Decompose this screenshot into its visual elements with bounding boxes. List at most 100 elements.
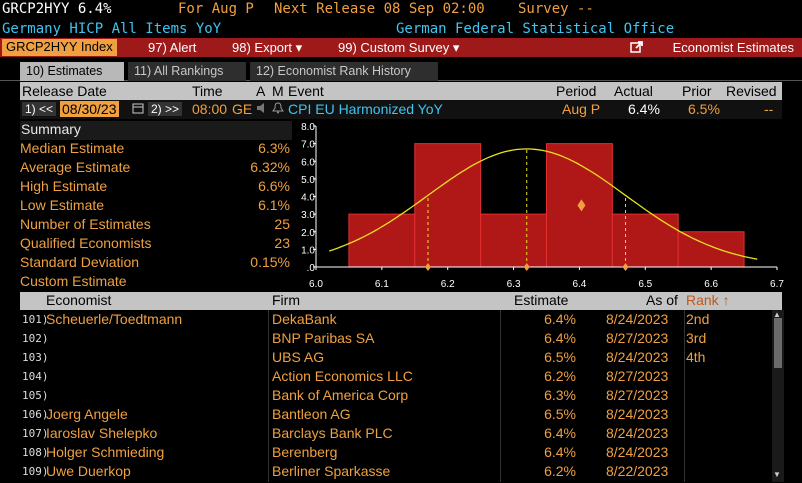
release-row: 1) << 08/30/23 2) >> 08:00 GE CPI EU Har… [20, 100, 782, 119]
column-divider [500, 310, 501, 482]
next-release: Next Release 08 Sep 02:00 [274, 1, 485, 17]
row-number: 104) [22, 370, 49, 383]
firm-name[interactable]: Bantleon AG [272, 406, 351, 422]
table-row[interactable]: 108) Holger Schmieding Berenberg 6.4% 8/24/2… [0, 443, 784, 462]
release-revised: -- [764, 101, 774, 117]
custom-survey-button[interactable]: 99) Custom Survey ▾ [338, 40, 460, 55]
col-release-date[interactable]: Release Date [22, 83, 107, 99]
col-prior[interactable]: Prior [682, 83, 712, 99]
col-revised[interactable]: Revised [726, 83, 777, 99]
axis-marker-diamond [622, 263, 629, 271]
release-time: 08:00 [192, 101, 228, 117]
economist-name[interactable]: Scheuerle/Toedtmann [46, 311, 183, 327]
economist-estimates-title: Economist Estimates [672, 40, 794, 55]
firm-name[interactable]: Bank of America Corp [272, 387, 409, 403]
summary-title: Summary [20, 121, 292, 140]
estimate-value: 6.3% [544, 387, 576, 403]
col-economist[interactable]: Economist [46, 292, 112, 308]
table-row[interactable]: 104) Action Economics LLC 6.2% 8/27/2023 [0, 367, 784, 386]
as-of-date: 8/24/2023 [606, 425, 669, 441]
axis-marker-diamond [424, 263, 431, 271]
firm-name[interactable]: Berenberg [272, 444, 338, 460]
summary-value: 23 [274, 235, 290, 251]
release-country: GE [232, 101, 253, 117]
summary-label: Median Estimate [20, 140, 125, 156]
estimate-value: 6.4% [544, 425, 576, 441]
col-actual[interactable]: Actual [614, 83, 653, 99]
col-time[interactable]: Time [192, 83, 223, 99]
firm-name[interactable]: Berliner Sparkasse [272, 463, 391, 479]
summary-label: Standard Deviation [20, 254, 140, 270]
histogram-bar [480, 213, 547, 268]
col-estimate[interactable]: Estimate [514, 292, 569, 308]
row-number: 107) [22, 427, 49, 440]
firm-name[interactable]: Barclays Bank PLC [272, 425, 393, 441]
y-tick-label: 7.0 [301, 140, 315, 151]
col-event[interactable]: Event [288, 83, 324, 99]
tab-estimates[interactable]: 10) Estimates [20, 62, 124, 81]
y-tick-label: 8.0 [301, 122, 315, 133]
firm-name[interactable]: Action Economics LLC [272, 368, 413, 384]
table-row[interactable]: 105) Bank of America Corp 6.3% 8/27/2023 [0, 386, 784, 405]
y-tick-label: 2.0 [301, 228, 315, 239]
next-release-button[interactable]: 2) >> [148, 102, 183, 116]
release-date-input[interactable]: 08/30/23 [60, 101, 119, 117]
security-source: German Federal Statistical Office [396, 21, 675, 37]
summary-row: Standard Deviation 0.15% [20, 254, 292, 273]
summary-label: Average Estimate [20, 159, 131, 175]
as-of-date: 8/24/2023 [606, 349, 669, 365]
y-tick-label: .0 [307, 263, 316, 274]
table-row[interactable]: 107) Iaroslav Shelepko Barclays Bank PLC 6.… [0, 424, 784, 443]
x-tick-label: 6.7 [770, 279, 784, 290]
table-row[interactable]: 101) Scheuerle/Toedtmann DekaBank 6.4% 8/24/… [0, 310, 784, 329]
table-row[interactable]: 109) Uwe Duerkop Berliner Sparkasse 6.2% 8/2… [0, 462, 784, 481]
ticker-value: GRCP2HYY 6.4% [2, 1, 112, 17]
table-row[interactable]: 102) BNP Paribas SA 6.4% 8/27/2023 3rd [0, 329, 784, 348]
economist-name[interactable]: Iaroslav Shelepko [46, 425, 158, 441]
speaker-icon[interactable] [256, 101, 268, 117]
histogram-bar [677, 231, 745, 268]
summary-row[interactable]: Custom Estimate [20, 273, 292, 292]
firm-name[interactable]: BNP Paribas SA [272, 330, 375, 346]
summary-row: Qualified Economists 23 [20, 235, 292, 254]
x-tick-label: 6.1 [375, 279, 389, 290]
summary-value: 25 [274, 216, 290, 232]
table-row[interactable]: 103) UBS AG 6.5% 8/24/2023 4th [0, 348, 784, 367]
ticker-index-button[interactable]: GRCP2HYY Index [2, 39, 117, 56]
economist-table-body: 101) Scheuerle/Toedtmann DekaBank 6.4% 8/24/… [0, 310, 772, 482]
release-actual: 6.4% [628, 101, 660, 117]
col-m[interactable]: M [272, 83, 284, 99]
histogram-bar [611, 213, 679, 268]
scroll-up-icon[interactable]: ▲ [773, 310, 781, 319]
event-name[interactable]: CPI EU Harmonized YoY [288, 101, 443, 117]
prev-release-button[interactable]: 1) << [22, 102, 57, 116]
as-of-date: 8/22/2023 [606, 463, 669, 479]
tab-all-rankings[interactable]: 11) All Rankings [128, 62, 246, 81]
tab-economist-rank-history[interactable]: 12) Economist Rank History [250, 62, 438, 81]
tab-bar: 10) Estimates 11) All Rankings 12) Econo… [0, 62, 802, 81]
col-rank[interactable]: Rank ↑ [686, 292, 730, 308]
col-firm[interactable]: Firm [272, 292, 300, 308]
external-link-icon[interactable] [630, 40, 644, 57]
row-number: 106) [22, 408, 49, 421]
bell-icon[interactable] [272, 101, 284, 117]
col-period[interactable]: Period [556, 83, 597, 99]
custom-estimate-label[interactable]: Custom Estimate [20, 273, 127, 289]
firm-name[interactable]: DekaBank [272, 311, 337, 327]
economist-name[interactable]: Uwe Duerkop [46, 463, 131, 479]
export-button[interactable]: 98) Export ▾ [232, 40, 303, 55]
rank-value: 4th [686, 349, 706, 365]
scroll-down-icon[interactable]: ▼ [773, 470, 781, 479]
economist-name[interactable]: Holger Schmieding [46, 444, 165, 460]
calendar-icon[interactable] [132, 101, 144, 117]
col-as-of[interactable]: As of [646, 292, 678, 308]
col-a[interactable]: A [256, 83, 266, 99]
firm-name[interactable]: UBS AG [272, 349, 325, 365]
x-tick-label: 6.4 [572, 279, 586, 290]
economist-name[interactable]: Joerg Angele [46, 406, 128, 422]
y-tick-label: 1.0 [301, 245, 315, 256]
summary-row: Average Estimate 6.32% [20, 159, 292, 178]
alert-button[interactable]: 97) Alert [148, 40, 197, 55]
table-row[interactable]: 106) Joerg Angele Bantleon AG 6.5% 8/24/2023 [0, 405, 784, 424]
scrollbar-thumb[interactable] [774, 318, 782, 368]
